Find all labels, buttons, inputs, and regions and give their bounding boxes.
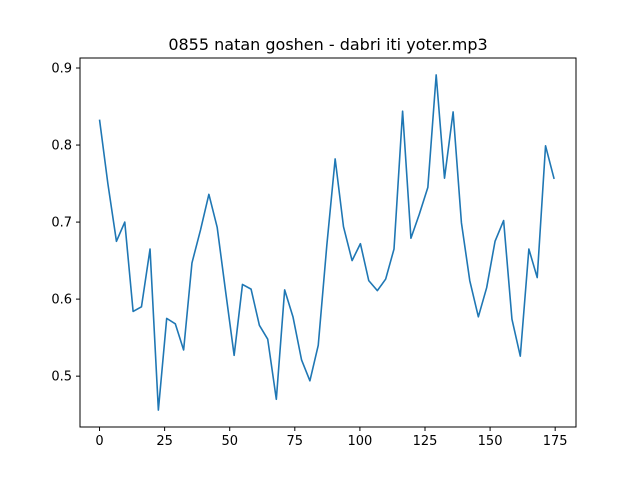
x-tick-label-2: 50 (221, 434, 238, 449)
x-tick-label-6: 150 (478, 434, 503, 449)
y-tick-label-1: 0.6 (51, 293, 72, 308)
x-tick-label-5: 125 (413, 434, 438, 449)
x-tick-label-3: 75 (287, 434, 304, 449)
x-tick-label-1: 25 (156, 434, 173, 449)
y-axis: 0.5 0.6 0.7 0.8 0.9 (51, 62, 80, 385)
y-tick-label-2: 0.7 (51, 216, 72, 231)
chart-title: 0855 natan goshen - dabri iti yoter.mp3 (168, 35, 487, 54)
series-line-0 (98, 74, 555, 411)
plot-frame (79, 57, 577, 428)
y-tick-label-0: 0.5 (51, 370, 72, 385)
x-axis: 0 25 50 75 100 125 150 175 (95, 427, 568, 449)
series-layer (98, 74, 555, 411)
x-tick-label-4: 100 (347, 434, 372, 449)
x-tick-label-7: 175 (543, 434, 568, 449)
x-tick-label-0: 0 (95, 434, 103, 449)
y-tick-label-4: 0.9 (51, 62, 72, 77)
y-tick-label-3: 0.8 (51, 139, 72, 154)
